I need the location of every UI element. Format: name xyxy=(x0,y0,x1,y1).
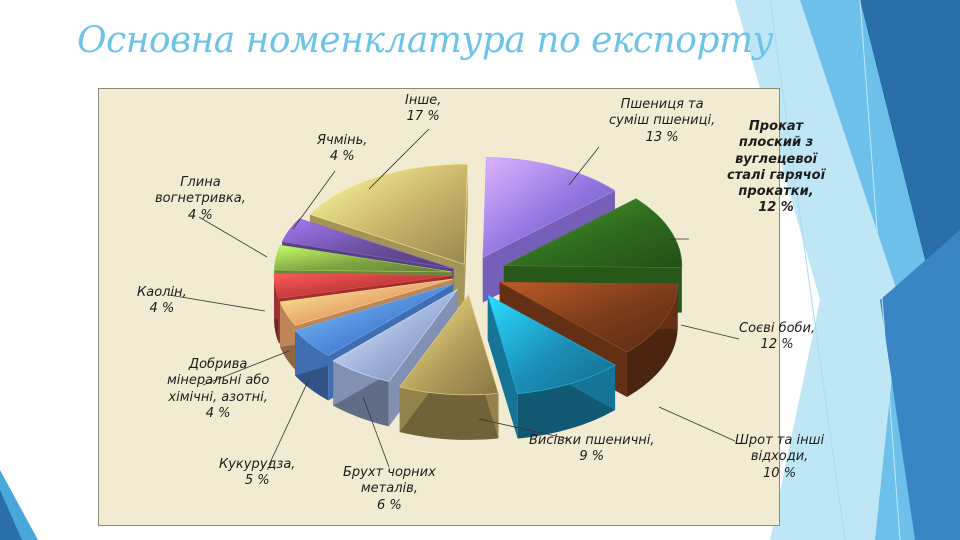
slice-label-line: металів, xyxy=(360,481,418,497)
leader-line xyxy=(362,396,390,468)
leader-line xyxy=(198,216,268,258)
slice-label: Соєві боби, 12 % xyxy=(739,321,815,354)
pie-chart xyxy=(168,128,740,468)
slice-label: Інше, 17 % xyxy=(405,93,441,126)
slice-top xyxy=(309,163,469,265)
chart-panel: Пшениця та суміш пшениці, 13 % Прокат плоски… xyxy=(98,88,825,526)
slice-label-line: Висівки пшеничні, xyxy=(529,433,655,448)
slice-label-line: Кукурудза, xyxy=(219,457,296,472)
slice-face xyxy=(464,164,468,310)
deco-shape-dark-lower xyxy=(880,230,960,540)
slice-label-line: 4 % xyxy=(149,301,175,317)
slice-top xyxy=(279,278,454,326)
leader-line xyxy=(478,418,570,440)
slice-label-line: Соєві боби, xyxy=(739,321,816,336)
slice-label-line: плоский з xyxy=(738,135,814,151)
slice-label-line: відходи, xyxy=(750,449,809,465)
pie-slice xyxy=(399,294,499,440)
slice-top xyxy=(399,294,499,396)
slice-label-line: мінеральні або xyxy=(167,373,270,389)
deco-corner-left-dark xyxy=(0,490,22,540)
slice-top xyxy=(503,198,683,268)
slice-face xyxy=(487,295,518,439)
slice-top xyxy=(499,281,678,353)
slice-top xyxy=(281,218,454,269)
slice-top xyxy=(482,157,616,258)
deco-line-2 xyxy=(859,0,901,540)
slice-label: Каолін, 4 % xyxy=(137,285,187,318)
slice-label: Пшениця та суміш пшениці, 13 % xyxy=(609,97,715,146)
deco-line-1 xyxy=(769,0,846,540)
pie-slice xyxy=(487,294,616,439)
slice-label-line: 13 % xyxy=(645,129,679,145)
slice-label-line: Ячмінь, xyxy=(317,133,368,148)
slice-label: Висівки пшеничні, 9 % xyxy=(529,433,655,466)
leader-line xyxy=(292,170,336,230)
leader-line xyxy=(368,128,430,190)
slice-label: Глина вогнетривка, 4 % xyxy=(155,175,246,224)
slice-label-line: Каолін, xyxy=(137,285,187,300)
slice-label-line: вуглецевої xyxy=(735,151,817,167)
slice-label-line: 6 % xyxy=(377,497,402,513)
slice-label-line: сталі гарячої xyxy=(727,167,826,183)
slice-label: Кукурудза, 5 % xyxy=(219,457,295,490)
slice-label-line: Добрива xyxy=(188,357,248,372)
slice-label: Шрот та інші відходи, 10 % xyxy=(735,433,824,482)
slice-label: Прокат плоский з вуглецевої сталі гарячої пр… xyxy=(727,119,825,217)
slice-label-line: 4 % xyxy=(329,149,355,165)
slice-label-line: 9 % xyxy=(579,449,605,465)
leader-line xyxy=(680,324,740,340)
slice-top xyxy=(294,283,453,356)
slice-label: Брухт чорних металів, 6 % xyxy=(343,465,436,514)
slice-side xyxy=(626,284,678,398)
slice-label-line: 4 % xyxy=(188,207,213,223)
slice-label-line: прокатки, xyxy=(738,184,814,199)
leader-line xyxy=(168,294,266,312)
slice-label-line: хімічні, азотні, xyxy=(168,389,268,405)
slice-label-line: Інше, xyxy=(405,93,442,108)
slice-label-line: 5 % xyxy=(244,473,270,489)
slice-label-line: вогнетривка, xyxy=(155,191,246,207)
slice-top xyxy=(332,288,458,382)
slice-label-line: Прокат xyxy=(748,119,804,134)
slice-label-line: Пшениця та xyxy=(620,97,704,112)
slice-top xyxy=(273,273,453,299)
slice-label-line: Глина xyxy=(180,175,221,190)
slice-label-line: 12 % xyxy=(758,200,794,216)
leader-line xyxy=(202,350,290,386)
slice-label-line: 17 % xyxy=(406,109,440,125)
slice-label-line: суміш пшениці, xyxy=(609,113,716,129)
slice-top xyxy=(273,244,453,273)
slice-label-line: Шрот та інші xyxy=(735,433,825,448)
leader-line xyxy=(268,378,310,466)
slice-label-line: 10 % xyxy=(763,465,797,481)
slice-label: Добрива мінеральні або хімічні, азотні, 4 % xyxy=(167,357,269,422)
slice-label-line: 4 % xyxy=(205,405,231,421)
slice-label-line: 12 % xyxy=(760,337,794,353)
slice-side xyxy=(399,387,499,440)
leader-line xyxy=(658,406,736,442)
slice-label: Ячмінь, 4 % xyxy=(317,133,367,166)
slide-title: Основна номенклатура по експорту xyxy=(77,20,773,61)
slice-label-line: Брухт чорних xyxy=(343,465,436,480)
leader-line xyxy=(568,146,600,186)
slice-top xyxy=(487,294,616,394)
